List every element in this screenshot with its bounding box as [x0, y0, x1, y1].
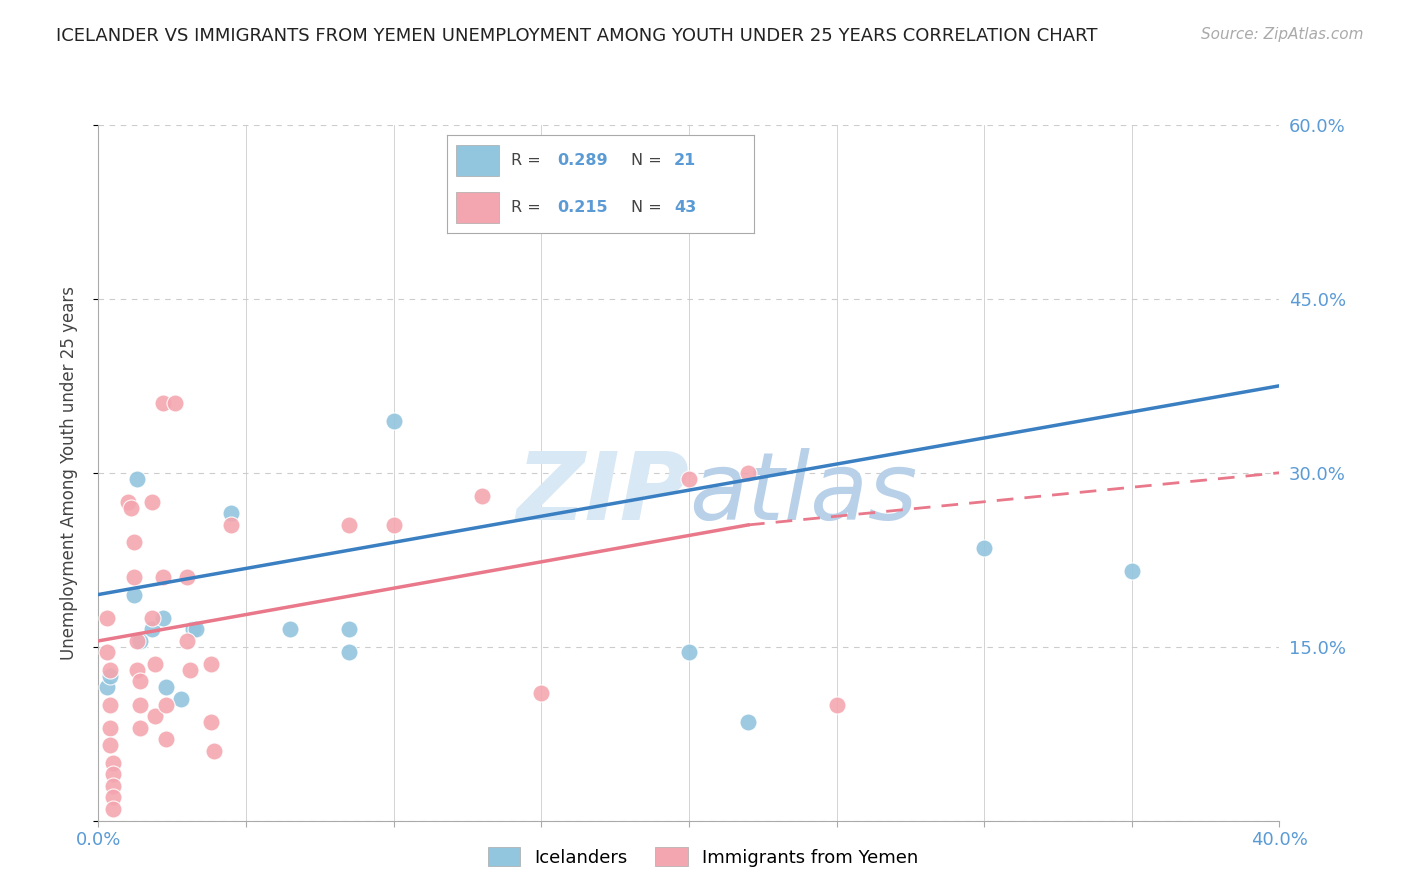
Point	[219, 506, 242, 520]
Point	[98, 663, 121, 677]
Point	[103, 756, 125, 770]
Point	[382, 517, 405, 532]
Point	[96, 610, 118, 624]
Point	[202, 744, 225, 758]
Point	[103, 779, 125, 793]
Point	[678, 471, 700, 485]
Point	[382, 414, 405, 428]
Point	[141, 623, 163, 637]
Point	[278, 623, 302, 637]
Point	[1121, 564, 1143, 578]
Point	[122, 587, 145, 601]
Point	[143, 657, 166, 671]
Point	[125, 663, 148, 677]
Point	[98, 721, 121, 735]
Text: ZIP: ZIP	[516, 448, 689, 540]
Point	[219, 517, 242, 532]
Point	[128, 674, 150, 689]
Point	[98, 698, 121, 712]
Point	[737, 715, 759, 730]
Point	[176, 570, 198, 584]
Point	[152, 610, 174, 624]
Point	[471, 489, 494, 503]
Point	[155, 698, 177, 712]
Point	[165, 396, 187, 410]
Point	[181, 623, 204, 637]
Point	[184, 623, 207, 637]
Point	[120, 500, 142, 515]
Point	[98, 739, 121, 753]
Point	[141, 494, 163, 508]
Point	[155, 680, 177, 694]
Point	[200, 715, 222, 730]
Point	[678, 646, 700, 660]
Point	[125, 471, 148, 485]
Point	[176, 633, 198, 648]
Text: atlas: atlas	[689, 448, 917, 539]
Point	[200, 657, 222, 671]
Point	[103, 802, 125, 816]
Point	[737, 466, 759, 480]
Point	[122, 570, 145, 584]
Point	[530, 686, 553, 700]
Point	[170, 692, 193, 706]
Point	[530, 211, 553, 225]
Point	[152, 570, 174, 584]
Point	[96, 680, 118, 694]
Point	[125, 633, 148, 648]
Point	[152, 396, 174, 410]
Point	[96, 646, 118, 660]
Text: ICELANDER VS IMMIGRANTS FROM YEMEN UNEMPLOYMENT AMONG YOUTH UNDER 25 YEARS CORRE: ICELANDER VS IMMIGRANTS FROM YEMEN UNEMP…	[56, 27, 1098, 45]
Point	[122, 535, 145, 549]
Point	[155, 732, 177, 747]
Point	[143, 709, 166, 723]
Point	[825, 698, 848, 712]
Point	[339, 517, 360, 532]
Y-axis label: Unemployment Among Youth under 25 years: Unemployment Among Youth under 25 years	[59, 285, 77, 660]
Point	[973, 541, 995, 555]
Legend: Icelanders, Immigrants from Yemen: Icelanders, Immigrants from Yemen	[481, 840, 925, 874]
Point	[128, 721, 150, 735]
Point	[128, 633, 150, 648]
Point	[117, 494, 139, 508]
Point	[103, 790, 125, 805]
Point	[103, 767, 125, 781]
Point	[339, 646, 360, 660]
Point	[98, 669, 121, 683]
Text: Source: ZipAtlas.com: Source: ZipAtlas.com	[1201, 27, 1364, 42]
Point	[179, 663, 201, 677]
Point	[141, 610, 163, 624]
Point	[128, 698, 150, 712]
Point	[339, 623, 360, 637]
